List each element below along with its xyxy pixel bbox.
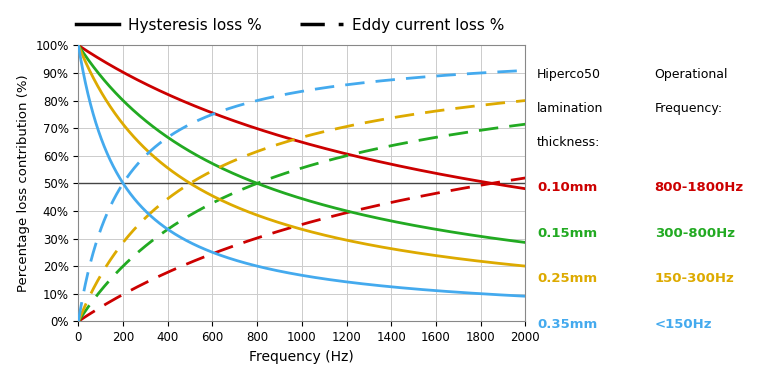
Text: 300-800Hz: 300-800Hz: [655, 227, 735, 240]
Text: 0.35mm: 0.35mm: [537, 318, 597, 330]
Text: lamination: lamination: [537, 102, 604, 115]
Text: 0.25mm: 0.25mm: [537, 272, 597, 285]
Y-axis label: Percentage loss contribution (%): Percentage loss contribution (%): [16, 74, 30, 292]
Text: Operational: Operational: [655, 68, 728, 81]
Text: 0.10mm: 0.10mm: [537, 181, 597, 194]
Text: <150Hz: <150Hz: [655, 318, 712, 330]
Text: 800-1800Hz: 800-1800Hz: [655, 181, 744, 194]
Text: 0.15mm: 0.15mm: [537, 227, 597, 240]
Text: 150-300Hz: 150-300Hz: [655, 272, 735, 285]
Legend: Hysteresis loss %, Eddy current loss %: Hysteresis loss %, Eddy current loss %: [70, 11, 510, 39]
X-axis label: Frequency (Hz): Frequency (Hz): [249, 350, 354, 364]
Text: thickness:: thickness:: [537, 136, 601, 149]
Text: Frequency:: Frequency:: [655, 102, 723, 115]
Text: Hiperco50: Hiperco50: [537, 68, 601, 81]
